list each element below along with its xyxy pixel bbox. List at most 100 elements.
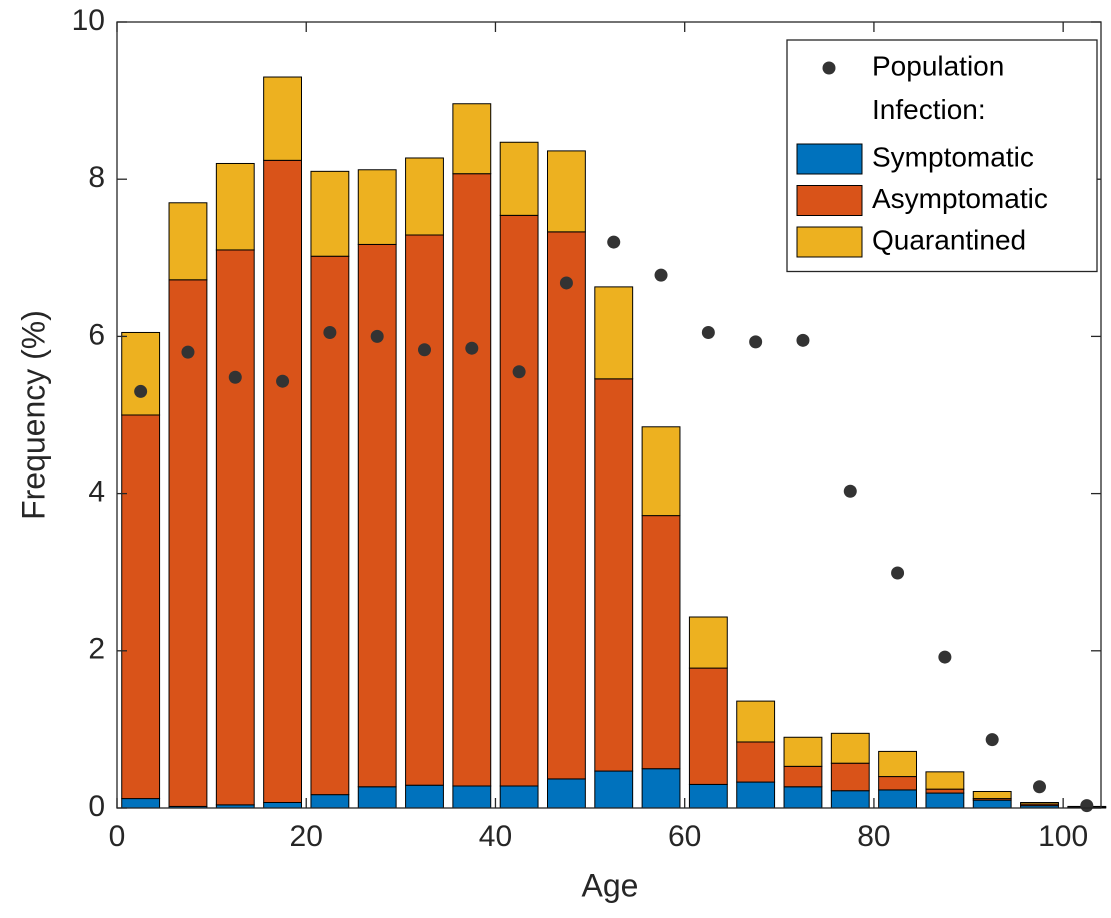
bar-segment — [736, 741, 776, 783]
bar-segment — [121, 798, 161, 809]
x-axis-label: Age — [582, 867, 639, 903]
bar-segment — [736, 700, 776, 743]
bar-segment — [641, 426, 681, 517]
y-tick-label: 2 — [88, 633, 105, 666]
legend-label: Population — [872, 50, 1004, 81]
bar-segment — [547, 231, 586, 780]
point — [323, 325, 337, 339]
y-tick-label: 4 — [88, 476, 105, 509]
point — [228, 370, 242, 384]
legend-marker — [822, 61, 836, 75]
bar-segment — [688, 783, 728, 809]
bar-segment — [357, 243, 397, 788]
bar-segment — [925, 792, 965, 809]
bar-segment — [357, 786, 397, 809]
bar-segment — [121, 414, 161, 800]
bar-segment — [594, 378, 634, 772]
point — [465, 341, 479, 355]
bar-segment — [499, 214, 539, 787]
bar-segment — [830, 732, 870, 764]
point — [701, 325, 715, 339]
point — [607, 235, 621, 249]
y-tick-label: 8 — [88, 161, 105, 194]
bar-segment — [168, 202, 208, 281]
bar-segment — [641, 515, 681, 770]
legend-swatch — [796, 226, 863, 258]
x-tick-label: 20 — [290, 820, 323, 853]
bar-segment — [310, 794, 350, 809]
point — [370, 329, 384, 343]
bar-segment — [499, 785, 539, 809]
point — [512, 365, 526, 379]
bar-segment — [263, 801, 302, 809]
bar-segment — [830, 762, 870, 792]
bar-segment — [547, 150, 586, 233]
x-tick-label: 100 — [1038, 820, 1088, 853]
x-tick-label: 60 — [668, 820, 701, 853]
point — [418, 343, 431, 357]
bar-segment — [310, 255, 350, 796]
point — [796, 333, 810, 347]
point — [654, 268, 668, 282]
y-tick-label: 6 — [88, 318, 105, 351]
x-tick-label: 40 — [479, 820, 512, 853]
bar-segment — [641, 768, 681, 809]
legend-swatch — [796, 185, 863, 216]
point — [891, 566, 905, 580]
bar-segment — [357, 169, 397, 245]
legend-label: Asymptomatic — [872, 183, 1048, 214]
bar-segment — [925, 788, 965, 794]
bar-segment — [972, 799, 1012, 809]
bar-segment — [215, 249, 255, 806]
bar-segment — [783, 786, 823, 809]
bar-segment — [783, 765, 823, 788]
bar-segment — [594, 286, 634, 380]
bar-segment — [168, 279, 208, 807]
point — [559, 276, 573, 290]
bar-segment — [688, 616, 728, 669]
bar-segment — [452, 103, 492, 175]
point — [276, 374, 290, 388]
legend-title: Infection: — [872, 94, 986, 125]
bar-segment — [310, 170, 350, 257]
point — [181, 345, 195, 359]
bar-segment — [405, 157, 444, 236]
bar-segment — [452, 173, 492, 787]
bar-segment — [121, 331, 161, 416]
bar-segment — [263, 159, 302, 803]
bar-segment — [736, 781, 776, 809]
point — [1033, 780, 1046, 794]
legend-label: Quarantined — [872, 224, 1026, 255]
axes-frame — [116, 21, 1102, 809]
bar-segment — [925, 771, 965, 790]
bar-segment — [688, 667, 728, 785]
bar-segment — [878, 789, 918, 809]
bar-segment — [830, 790, 870, 809]
x-tick-label: 80 — [857, 820, 890, 853]
bar-segment — [1020, 801, 1059, 805]
bar-segment — [263, 76, 302, 161]
y-axis-label: Frequency (%) — [15, 310, 51, 520]
point — [938, 650, 952, 664]
bar-segment — [215, 162, 255, 251]
point — [134, 384, 148, 398]
y-tick-label: 10 — [72, 4, 105, 37]
bar-segment — [547, 778, 586, 809]
bar-segment — [878, 776, 918, 791]
bar-segment — [594, 770, 634, 809]
bar-segment — [783, 736, 823, 767]
bar-segment — [452, 785, 492, 809]
bar-segment — [405, 784, 444, 809]
bar-segment — [499, 141, 539, 216]
bar-segment — [972, 790, 1012, 800]
point — [985, 733, 999, 747]
legend-label: Symptomatic — [872, 141, 1034, 172]
x-tick-label: 0 — [109, 820, 126, 853]
point — [1080, 799, 1094, 813]
y-tick-label: 0 — [88, 790, 105, 823]
point — [843, 484, 857, 498]
point — [749, 335, 763, 349]
bar-segment — [405, 234, 444, 786]
